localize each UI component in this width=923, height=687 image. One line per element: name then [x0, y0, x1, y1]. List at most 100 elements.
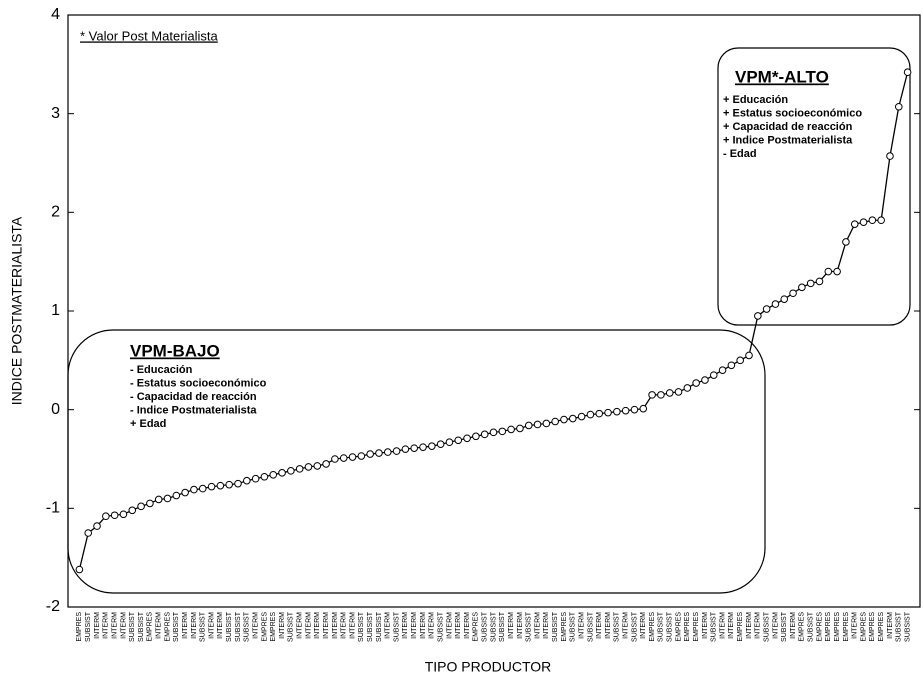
- point: [348, 453, 357, 461]
- x-tick-label: INTERM: [402, 612, 409, 639]
- point: [850, 220, 859, 228]
- point: [313, 462, 322, 470]
- point: [84, 529, 93, 537]
- x-tick-label: EMPRES: [270, 612, 277, 642]
- point: [260, 472, 269, 481]
- point: [75, 565, 84, 574]
- point: [331, 455, 339, 463]
- low-box: [67, 329, 766, 594]
- high-item: + Estatus socioeconómico: [723, 107, 862, 119]
- point: [154, 495, 163, 504]
- point: [648, 391, 656, 399]
- y-tick-label: 2: [51, 204, 60, 221]
- x-tick-label: INTERM: [702, 612, 709, 639]
- x-tick-label: SUBSIST: [367, 611, 374, 642]
- point: [498, 427, 507, 436]
- x-tick-label: EMPRES: [693, 612, 700, 642]
- point: [428, 442, 436, 450]
- x-tick-label: EMPRES: [675, 612, 682, 642]
- x-tick-label: SUBSIST: [904, 611, 911, 642]
- point: [304, 463, 313, 471]
- x-tick-label: INTERM: [252, 612, 259, 639]
- x-tick-label: EMPRES: [684, 612, 691, 642]
- point: [657, 391, 665, 399]
- low-item: - Estatus socioeconómico: [130, 377, 267, 389]
- low-title: VPM-BAJO: [130, 341, 220, 360]
- x-tick-label: SUBSIST: [711, 611, 718, 642]
- x-tick-label: SUBSIST: [129, 611, 136, 642]
- low-item: - Capacidad de reacción: [130, 391, 257, 403]
- x-tick-label: INTERM: [94, 612, 101, 639]
- note: * Valor Post Materialista: [80, 28, 219, 43]
- point: [842, 238, 850, 246]
- y-tick-label: -1: [46, 500, 60, 517]
- point: [692, 379, 700, 387]
- x-tick-label: INTERM: [429, 612, 436, 639]
- x-tick-label: SUBSIST: [138, 611, 145, 642]
- point: [754, 312, 762, 320]
- point: [859, 218, 868, 226]
- x-tick-label: EMPRES: [869, 612, 876, 642]
- x-tick-label: INTERM: [455, 612, 462, 639]
- point: [745, 351, 753, 360]
- x-tick-label: SUBSIST: [200, 611, 207, 642]
- x-tick-label: INTERM: [191, 612, 198, 639]
- x-tick-label: EMPRES: [147, 612, 154, 642]
- x-tick-label: SUBSIST: [376, 611, 383, 642]
- x-tick-label: SUBSIST: [490, 611, 497, 642]
- x-tick-label: INTERM: [332, 612, 339, 639]
- x-tick-label: EMPRES: [76, 612, 83, 642]
- x-tick-label: SUBSIST: [244, 611, 251, 642]
- x-tick-label: INTERM: [420, 612, 427, 639]
- x-tick-label: SUBSIST: [667, 611, 674, 642]
- x-tick-label: INTERM: [596, 612, 603, 639]
- x-axis-label: TIPO PRODUCTOR: [425, 659, 552, 675]
- x-tick-label: SUBSIST: [482, 611, 489, 642]
- x-tick-label: EMPRES: [816, 612, 823, 642]
- point: [595, 409, 604, 418]
- x-tick-label: INTERM: [508, 612, 515, 639]
- y-tick-label: 0: [51, 401, 60, 418]
- x-tick-label: SUBSIST: [614, 611, 621, 642]
- high-box: [717, 47, 911, 326]
- x-tick-label: SUBSIST: [570, 611, 577, 642]
- point: [701, 376, 709, 384]
- low-item: - Indice Postmaterialista: [130, 404, 257, 416]
- x-tick-label: INTERM: [341, 612, 348, 639]
- point: [560, 415, 568, 424]
- x-tick-label: INTERM: [517, 612, 524, 639]
- x-tick-label: SUBSIST: [631, 611, 638, 642]
- point: [868, 216, 877, 225]
- point: [339, 454, 348, 462]
- point: [639, 404, 648, 413]
- x-tick-label: SUBSIST: [808, 611, 815, 642]
- point: [568, 414, 577, 423]
- x-tick-label: EMPRES: [164, 612, 171, 642]
- x-tick-label: INTERM: [719, 612, 726, 639]
- x-tick-label: SUBSIST: [437, 611, 444, 642]
- point: [806, 279, 815, 288]
- point: [833, 267, 841, 276]
- x-tick-label: INTERM: [103, 612, 110, 639]
- point: [709, 371, 718, 379]
- point: [119, 510, 128, 519]
- point: [137, 502, 145, 511]
- point: [736, 356, 744, 365]
- point: [604, 408, 612, 417]
- point: [366, 450, 374, 458]
- point: [172, 491, 181, 500]
- x-tick-label: INTERM: [279, 612, 286, 639]
- point: [401, 445, 410, 453]
- x-tick-label: INTERM: [605, 612, 612, 639]
- x-tick-label: INTERM: [623, 612, 630, 639]
- x-tick-label: INTERM: [852, 612, 859, 639]
- point: [577, 412, 586, 421]
- x-tick-label: EMPRES: [561, 612, 568, 642]
- x-tick-label: INTERM: [446, 612, 453, 639]
- point: [877, 216, 885, 225]
- x-tick-label: INTERM: [305, 612, 312, 639]
- low-item: + Edad: [130, 418, 166, 430]
- point: [472, 432, 480, 441]
- point: [436, 440, 445, 449]
